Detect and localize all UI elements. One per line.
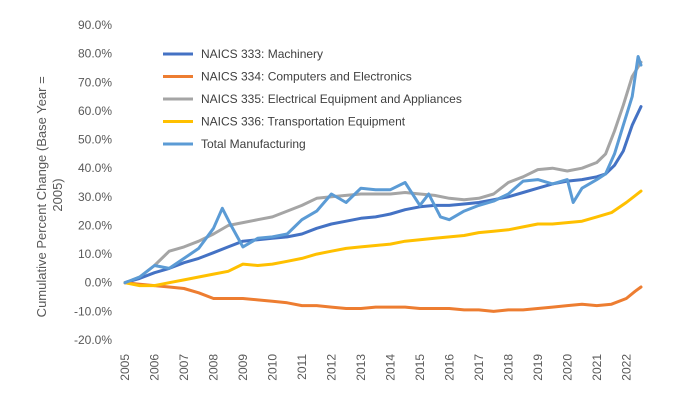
x-tick-label: 2014 <box>383 354 397 381</box>
x-tick-label: 2009 <box>236 354 250 381</box>
y-axis-ticks: -20.0% -10.0% 0.0% 10.0% 20.0% 30.0% 40.0% 50.0… <box>74 18 112 347</box>
y-tick-label: 90.0% <box>78 18 112 32</box>
x-tick-label: 2017 <box>472 354 486 381</box>
y-tick-label: -10.0% <box>74 304 112 318</box>
y-axis-title-line-2: 2005) <box>50 178 65 211</box>
y-tick-label: 30.0% <box>78 190 112 204</box>
legend-label: NAICS 336: Transportation Equipment <box>201 115 406 129</box>
plot-area: -20.0% -10.0% 0.0% 10.0% 20.0% 30.0% 40.0% 50.0… <box>74 18 643 381</box>
x-tick-label: 2006 <box>147 354 161 381</box>
y-tick-label: 10.0% <box>78 247 112 261</box>
y-axis-title: Cumulative Percent Change (Base Year = 2… <box>34 73 65 318</box>
legend-label: NAICS 335: Electrical Equipment and Appl… <box>201 92 462 106</box>
legend: NAICS 333: Machinery NAICS 334: Computers… <box>163 47 462 151</box>
series-line-3 <box>123 189 643 288</box>
x-tick-label: 2019 <box>531 354 545 381</box>
y-axis-title-line-1: Cumulative Percent Change (Base Year = <box>34 76 49 317</box>
x-tick-label: 2012 <box>324 354 338 381</box>
y-tick-label: -20.0% <box>74 333 112 347</box>
y-tick-label: 20.0% <box>78 218 112 232</box>
y-tick-label: 50.0% <box>78 133 112 147</box>
x-tick-label: 2005 <box>118 354 132 381</box>
legend-label: NAICS 334: Computers and Electronics <box>201 70 412 84</box>
x-tick-label: 2010 <box>265 354 279 381</box>
x-tick-label: 2021 <box>590 354 604 381</box>
x-tick-label: 2008 <box>206 354 220 381</box>
series-line-4 <box>123 55 643 285</box>
x-tick-label: 2015 <box>413 354 427 381</box>
x-tick-label: 2016 <box>442 354 456 381</box>
series-line-1 <box>123 281 643 313</box>
x-axis-ticks: 2005 2006 2007 2008 2009 2010 2011 2012 2013 2014… <box>118 354 633 381</box>
x-tick-label: 2011 <box>295 354 309 380</box>
x-tick-label: 2013 <box>354 354 368 381</box>
x-tick-label: 2018 <box>501 354 515 381</box>
legend-label: Total Manufacturing <box>201 137 306 151</box>
x-tick-label: 2007 <box>177 354 191 381</box>
legend-label: NAICS 333: Machinery <box>201 47 323 61</box>
series-line-2 <box>123 60 643 285</box>
y-tick-label: 60.0% <box>78 104 112 118</box>
x-tick-label: 2020 <box>560 354 574 381</box>
y-tick-label: 70.0% <box>78 75 112 89</box>
series-line-0 <box>123 105 643 285</box>
y-tick-label: 0.0% <box>85 276 113 290</box>
x-tick-label: 2022 <box>619 354 633 381</box>
y-tick-label: 40.0% <box>78 161 112 175</box>
y-tick-label: 80.0% <box>78 47 112 61</box>
series-lines <box>123 55 643 313</box>
